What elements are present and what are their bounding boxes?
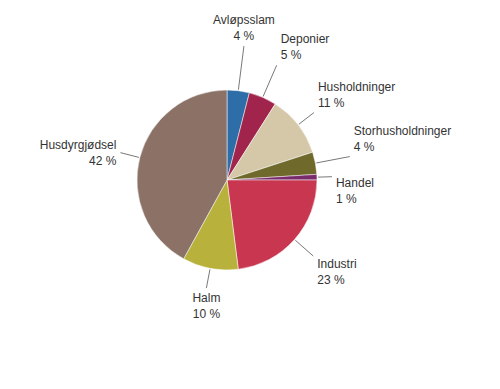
svg-text:Avløpsslam4 %: Avløpsslam4 % [213, 13, 275, 43]
svg-text:Industri23 %: Industri23 % [317, 257, 356, 287]
svg-text:Husdyrgjødsel42 %: Husdyrgjødsel42 % [40, 138, 117, 168]
svg-text:Deponier5 %: Deponier5 % [281, 32, 330, 62]
svg-text:Handel1 %: Handel1 % [336, 176, 374, 206]
svg-text:Halm10 %: Halm10 % [192, 291, 220, 321]
svg-text:Husholdninger11 %: Husholdninger11 % [318, 80, 395, 110]
svg-text:Storhusholdninger4 %: Storhusholdninger4 % [354, 124, 451, 154]
